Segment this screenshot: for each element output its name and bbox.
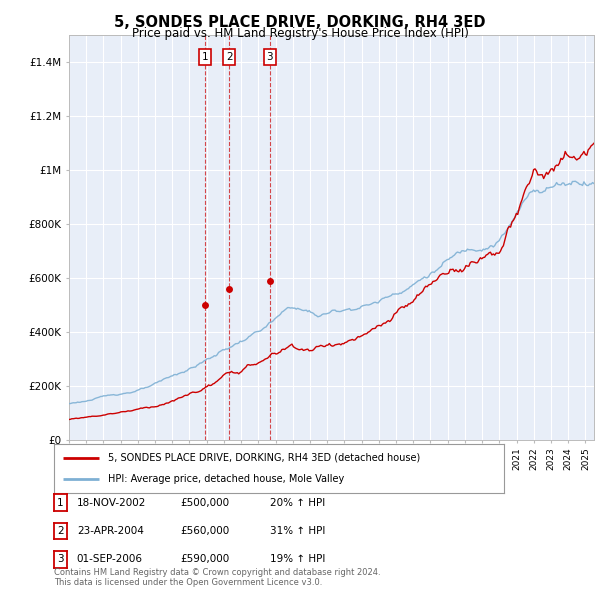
Text: 3: 3 [57, 555, 64, 564]
Text: £590,000: £590,000 [180, 555, 229, 564]
Text: 3: 3 [266, 52, 273, 62]
Text: 01-SEP-2006: 01-SEP-2006 [77, 555, 143, 564]
Text: 5, SONDES PLACE DRIVE, DORKING, RH4 3ED: 5, SONDES PLACE DRIVE, DORKING, RH4 3ED [114, 15, 486, 30]
Text: Contains HM Land Registry data © Crown copyright and database right 2024.
This d: Contains HM Land Registry data © Crown c… [54, 568, 380, 587]
Text: 1: 1 [202, 52, 208, 62]
Text: 18-NOV-2002: 18-NOV-2002 [77, 498, 146, 507]
Text: 20% ↑ HPI: 20% ↑ HPI [270, 498, 325, 507]
Text: 5, SONDES PLACE DRIVE, DORKING, RH4 3ED (detached house): 5, SONDES PLACE DRIVE, DORKING, RH4 3ED … [108, 453, 420, 463]
Text: HPI: Average price, detached house, Mole Valley: HPI: Average price, detached house, Mole… [108, 474, 344, 484]
Text: 2: 2 [226, 52, 233, 62]
Text: 31% ↑ HPI: 31% ↑ HPI [270, 526, 325, 536]
Text: £560,000: £560,000 [180, 526, 229, 536]
Text: £500,000: £500,000 [180, 498, 229, 507]
Text: 1: 1 [57, 498, 64, 507]
Text: 23-APR-2004: 23-APR-2004 [77, 526, 143, 536]
Text: 2: 2 [57, 526, 64, 536]
Text: 19% ↑ HPI: 19% ↑ HPI [270, 555, 325, 564]
Text: Price paid vs. HM Land Registry's House Price Index (HPI): Price paid vs. HM Land Registry's House … [131, 27, 469, 40]
